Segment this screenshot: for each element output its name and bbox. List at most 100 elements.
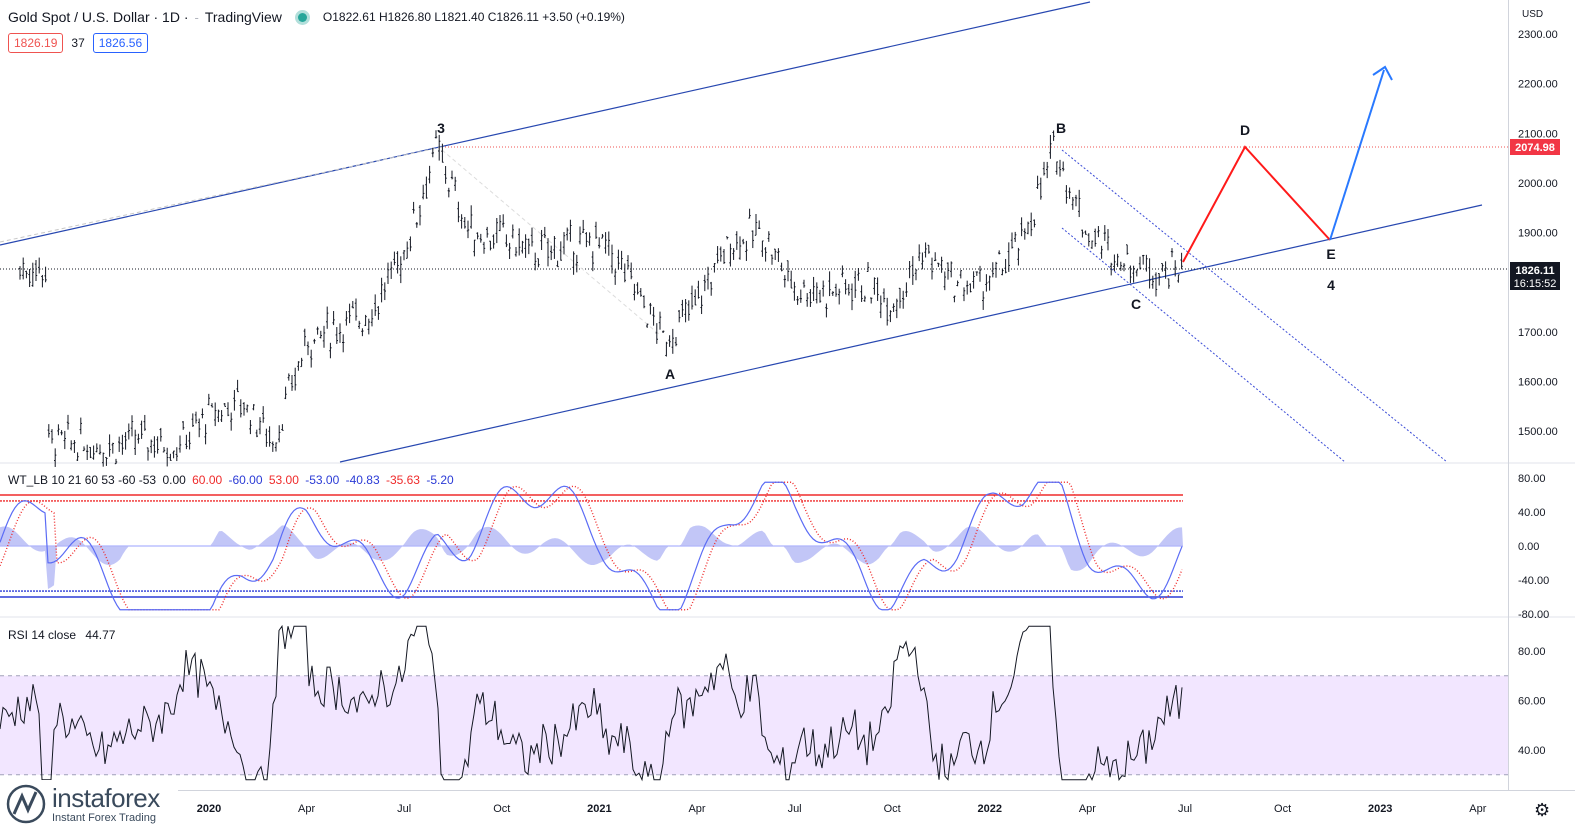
candle [937,262,940,267]
candle [678,310,681,323]
candle [185,434,188,450]
wt-legend[interactable]: WT_LB 10 21 60 53 -60 -53 0.00 60.00 -60… [8,473,454,487]
candle [918,244,921,262]
candle [1106,228,1110,251]
candle [639,288,642,297]
candle [844,279,847,295]
candle [1071,197,1074,210]
candle [812,276,815,301]
candle [207,393,210,406]
symbol-title[interactable]: Gold Spot / U.S. Dollar · 1D · [8,9,189,25]
candle [303,328,306,347]
candle [534,252,537,271]
candle [726,236,729,240]
candle [745,240,748,261]
time-axis-label: 2022 [978,803,1002,815]
candle [476,232,479,240]
candle [834,283,838,297]
price-axis-tick: 1700.00 [1518,327,1558,339]
candle [623,263,626,283]
candle [290,374,294,391]
candle [556,260,559,268]
candle [575,254,578,273]
time-axis-label: 2023 [1368,803,1392,815]
candle [505,234,508,248]
candle [316,326,319,335]
candle [518,228,521,256]
candle [847,283,850,296]
time-axis-label: Apr [298,803,315,815]
candle [956,280,959,287]
buy-button[interactable]: 1826.56 [92,33,149,53]
rsi-axis-tick: 40.00 [1518,745,1546,757]
candle [454,176,457,191]
candle [1094,228,1097,247]
candle [969,283,972,293]
candle [940,256,943,273]
candle [342,334,345,353]
lower-channel-line [339,204,1483,463]
candle [380,277,383,303]
candle [706,266,710,290]
candle [140,420,143,439]
candle [764,247,767,262]
candle [98,444,102,455]
candle [550,245,553,261]
candle [876,277,879,301]
candle [239,399,242,418]
candle [447,187,450,198]
candle [780,262,783,272]
candle [796,296,799,305]
candle [73,440,76,453]
candle [322,325,326,348]
candle [620,250,623,270]
time-axis-label: Oct [493,803,510,815]
candle [905,282,908,297]
logo-brand: instaforex [52,782,160,813]
countdown-label: 16:15:52 [1514,278,1557,290]
candle [66,414,70,430]
candle [854,270,857,298]
candle [748,208,751,219]
candle [1142,254,1145,265]
wave-label: D [1240,122,1250,138]
candle [367,318,370,335]
instaforex-logo-icon [6,784,46,824]
candle [1084,230,1087,235]
candle [1158,273,1161,286]
candle [198,418,201,438]
candle [150,439,153,454]
candle [636,282,639,295]
candle [450,170,454,180]
wave-label: C [1131,296,1141,312]
candle [681,299,684,317]
candle [402,249,406,261]
candle [934,252,937,262]
candle [873,277,876,295]
candle [28,268,31,288]
candle [393,251,396,266]
candle [409,236,412,252]
candle [719,246,722,262]
wt-legend-value: -5.20 [422,473,454,487]
candle [1023,228,1026,240]
candle [633,283,636,301]
sell-button[interactable]: 1826.19 [8,33,64,53]
candle [943,271,946,291]
rsi-band [0,675,1508,775]
candle [1055,161,1058,175]
rsi-legend[interactable]: RSI 14 close 44.77 [8,628,115,642]
candle [1058,159,1062,177]
candle [799,289,802,303]
candle [86,444,89,461]
fib-line [0,146,443,243]
candle [828,271,831,297]
candle [914,269,918,281]
candle [252,404,255,411]
candle [1046,161,1049,179]
candle [230,412,233,431]
candle [818,289,822,303]
gear-icon[interactable]: ⚙ [1534,800,1551,820]
candle [566,227,569,241]
